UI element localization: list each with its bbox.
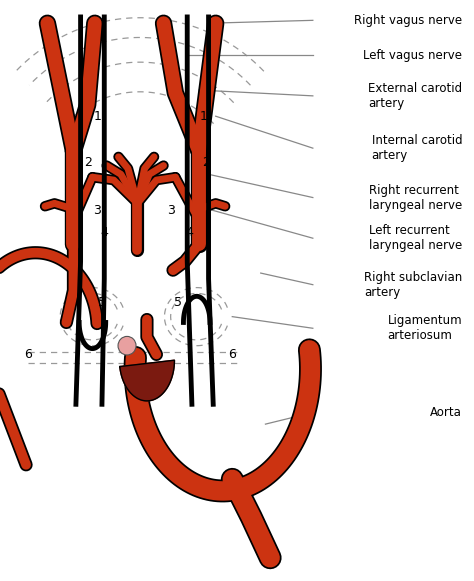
- Text: 4: 4: [186, 226, 193, 239]
- Text: 1: 1: [200, 110, 208, 123]
- Text: External carotid
artery: External carotid artery: [368, 82, 462, 110]
- Text: 4: 4: [100, 226, 108, 239]
- Text: Left recurrent
laryngeal nerve: Left recurrent laryngeal nerve: [369, 224, 462, 252]
- Text: 3: 3: [167, 205, 174, 217]
- Text: 1: 1: [93, 110, 101, 123]
- Text: 2: 2: [84, 156, 91, 169]
- Text: Aorta: Aorta: [430, 406, 462, 419]
- Polygon shape: [120, 360, 174, 401]
- Text: Right recurrent
laryngeal nerve: Right recurrent laryngeal nerve: [369, 184, 462, 211]
- Ellipse shape: [118, 336, 136, 355]
- Text: Left vagus nerve: Left vagus nerve: [363, 49, 462, 62]
- Text: 6: 6: [25, 348, 32, 361]
- Text: 6: 6: [228, 348, 236, 361]
- Text: Ligamentum
arteriosum: Ligamentum arteriosum: [388, 314, 462, 342]
- Text: 5: 5: [174, 296, 182, 309]
- Text: Right vagus nerve: Right vagus nerve: [354, 14, 462, 27]
- Text: Internal carotid
artery: Internal carotid artery: [372, 134, 462, 162]
- Text: 2: 2: [202, 156, 210, 169]
- Text: 5: 5: [98, 296, 106, 309]
- Text: Right subclavian
artery: Right subclavian artery: [364, 271, 462, 299]
- Text: 3: 3: [93, 205, 101, 217]
